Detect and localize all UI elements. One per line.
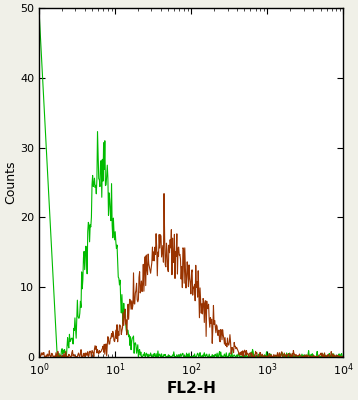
Y-axis label: Counts: Counts <box>4 161 17 204</box>
X-axis label: FL2-H: FL2-H <box>166 381 216 396</box>
